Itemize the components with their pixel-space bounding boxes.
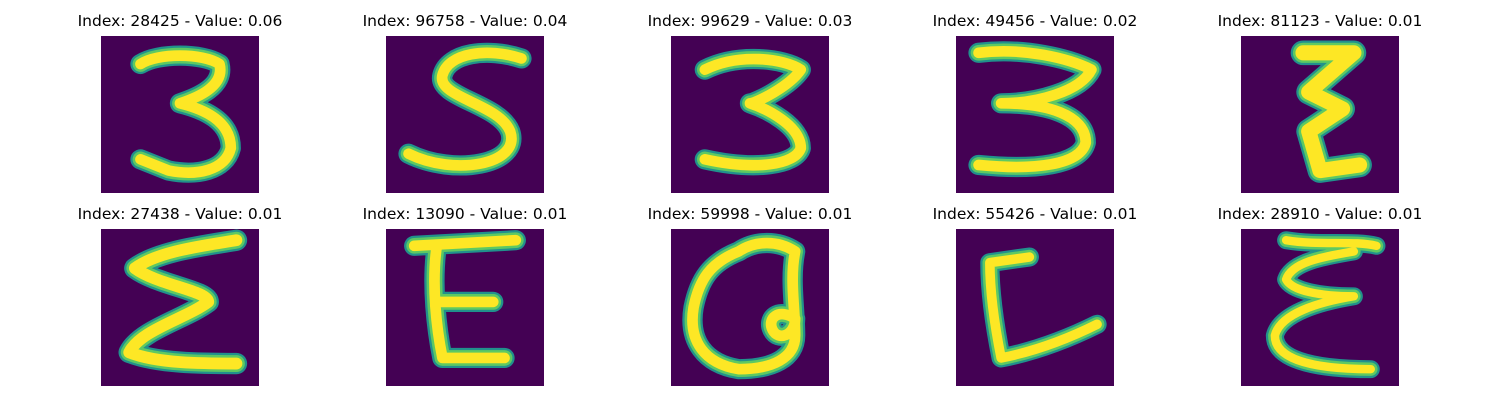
image-title: Index: 27438 - Value: 0.01 xyxy=(77,205,283,223)
letter-a-icon xyxy=(671,229,829,386)
letter-s-icon xyxy=(386,36,544,193)
image-cell: Index: 55426 - Value: 0.01 xyxy=(890,204,1180,394)
image-cell: Index: 27438 - Value: 0.01 xyxy=(35,204,325,394)
digit-3-icon xyxy=(956,36,1114,193)
letter-l-icon xyxy=(956,229,1114,386)
image-cell: Index: 13090 - Value: 0.01 xyxy=(320,204,610,394)
image-cell: Index: 28425 - Value: 0.06 xyxy=(35,11,325,201)
image-title: Index: 99629 - Value: 0.03 xyxy=(647,12,853,30)
image-title: Index: 96758 - Value: 0.04 xyxy=(362,12,568,30)
digit-3-icon xyxy=(1241,36,1399,193)
image-cell: Index: 49456 - Value: 0.02 xyxy=(890,11,1180,201)
image-cell: Index: 59998 - Value: 0.01 xyxy=(605,204,895,394)
image-cell: Index: 96758 - Value: 0.04 xyxy=(320,11,610,201)
sigma-icon xyxy=(101,229,259,386)
image-title: Index: 59998 - Value: 0.01 xyxy=(647,205,853,223)
image-title: Index: 81123 - Value: 0.01 xyxy=(1217,12,1423,30)
image-title: Index: 49456 - Value: 0.02 xyxy=(932,12,1138,30)
image-cell: Index: 99629 - Value: 0.03 xyxy=(605,11,895,201)
image-title: Index: 13090 - Value: 0.01 xyxy=(362,205,568,223)
image-title: Index: 28425 - Value: 0.06 xyxy=(77,12,283,30)
image-cell: Index: 28910 - Value: 0.01 xyxy=(1175,204,1465,394)
digit-3-icon xyxy=(671,36,829,193)
digit-3-icon xyxy=(101,36,259,193)
letter-e-icon xyxy=(386,229,544,386)
image-title: Index: 55426 - Value: 0.01 xyxy=(932,205,1138,223)
image-cell: Index: 81123 - Value: 0.01 xyxy=(1175,11,1465,201)
image-title: Index: 28910 - Value: 0.01 xyxy=(1217,205,1423,223)
letter-e-icon xyxy=(1241,229,1399,386)
